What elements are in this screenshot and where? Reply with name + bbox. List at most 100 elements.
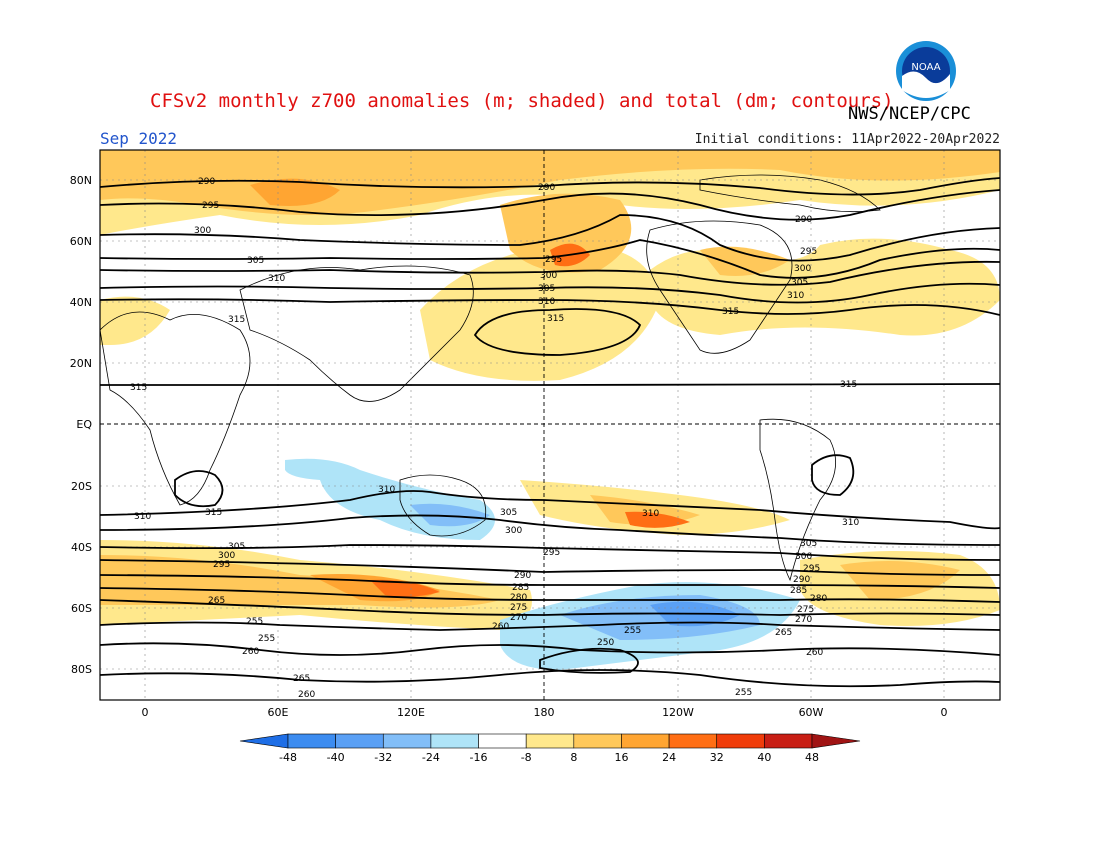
latitude-labels: 80N 60N 40N 20N EQ 20S 40S 60S 80S [70, 174, 93, 676]
contour-label-315-f: 315 [205, 508, 222, 518]
contour-label-295-e: 295 [213, 560, 230, 570]
contour-label-255-d: 255 [735, 688, 752, 698]
contour-label-295-b: 295 [545, 255, 562, 265]
contour-label-255: 255 [246, 617, 263, 627]
noaa-logo-icon: NOAA [896, 41, 956, 101]
logo-text: NOAA [911, 62, 940, 73]
contour-label-260-b: 260 [242, 647, 259, 657]
contour-label-295-c: 295 [800, 247, 817, 257]
colorbar-segment [525, 733, 575, 749]
contour-label-275: 275 [510, 603, 527, 613]
colorbar-segment [430, 733, 479, 749]
colorbar-tick-label: 24 [662, 751, 676, 764]
colorbar: -48 -40 -32 -24 -16 -8 8 16 24 32 40 48 [239, 733, 861, 764]
contour-label-255-b: 255 [624, 626, 641, 636]
contour-label-290-e: 290 [793, 575, 810, 585]
contour-label-270: 270 [510, 613, 527, 623]
contour-label-310-g: 310 [842, 518, 859, 528]
colorbar-segment [811, 733, 861, 749]
lat-label: 20N [70, 357, 92, 370]
colorbar-segment [668, 733, 718, 749]
contour-label-305-e: 305 [228, 542, 245, 552]
contour-label-300-f: 300 [795, 552, 812, 562]
lon-label: 0 [142, 706, 149, 719]
lat-lon-grid [100, 150, 1000, 700]
contour-label-300-e: 300 [218, 551, 235, 561]
contour-label-295-f: 295 [803, 564, 820, 574]
colorbar-tick-label: 16 [614, 751, 628, 764]
contour-label-305-b: 305 [538, 284, 555, 294]
contour-label-285-b: 285 [790, 586, 807, 596]
contour-label-290-c: 290 [795, 215, 812, 225]
contour-label-305-d: 305 [500, 508, 517, 518]
lat-label: 60N [70, 235, 92, 248]
contour-label-310-b: 310 [538, 297, 555, 307]
contour-label-315-d: 315 [130, 383, 147, 393]
contour-label-290-d: 290 [514, 571, 531, 581]
lat-label: EQ [76, 418, 92, 431]
lat-label: 40S [71, 541, 92, 554]
contour-label-315-b: 315 [547, 314, 564, 324]
contour-label-310-f: 310 [642, 509, 659, 519]
map-frame [99, 149, 1001, 701]
colorbar-tick-label: -40 [327, 751, 345, 764]
contour-labels: 290 290 295 290 300 295 295 305 300 300 … [130, 177, 859, 700]
colorbar-tick-label: 48 [805, 751, 819, 764]
contour-label-290: 290 [198, 177, 215, 187]
contour-label-310-c: 310 [787, 291, 804, 301]
contour-label-300: 300 [194, 226, 211, 236]
colorbar-segment [287, 733, 336, 749]
contour-label-300-c: 300 [794, 264, 811, 274]
contour-label-275-b: 275 [797, 605, 814, 615]
colorbar-segment [478, 733, 527, 749]
contour-label-315-c: 315 [722, 307, 739, 317]
lat-label: 80N [70, 174, 92, 187]
contour-label-310-d: 310 [378, 485, 395, 495]
contour-label-305: 305 [247, 256, 264, 266]
colorbar-segment [764, 733, 813, 749]
colorbar-tick-label: -8 [521, 751, 532, 764]
lon-label: 180 [534, 706, 555, 719]
contour-label-265-c: 265 [293, 674, 310, 684]
colorbar-tick-label: 8 [570, 751, 577, 764]
contour-label-260-c: 260 [806, 648, 823, 658]
lon-label: 120W [662, 706, 694, 719]
contour-label-270-b: 270 [795, 615, 812, 625]
height-contours [100, 177, 1000, 688]
agency-label: NWS/NCEP/CPC [848, 104, 971, 124]
colorbar-segment [382, 733, 432, 749]
contour-label-300-b: 300 [540, 271, 557, 281]
lat-label: 80S [71, 663, 92, 676]
colorbar-tick-label: 32 [710, 751, 724, 764]
colorbar-segment [335, 733, 384, 749]
contour-label-285: 285 [512, 583, 529, 593]
contour-label-295: 295 [202, 201, 219, 211]
colorbar-segment [621, 733, 670, 749]
month-label: Sep 2022 [100, 129, 178, 148]
lon-label: 60W [799, 706, 824, 719]
colorbar-segment [573, 733, 622, 749]
contour-label-310: 310 [268, 274, 285, 284]
colorbar-segment [716, 733, 765, 749]
lon-label: 0 [941, 706, 948, 719]
contour-label-250: 250 [597, 638, 614, 648]
contour-label-255-c: 255 [258, 634, 275, 644]
contour-label-280: 280 [510, 593, 527, 603]
contour-label-315: 315 [228, 315, 245, 325]
contour-label-305-f: 305 [800, 539, 817, 549]
contour-label-265-b: 265 [775, 628, 792, 638]
contour-label-280-b: 280 [810, 594, 827, 604]
contour-label-305-c: 305 [791, 278, 808, 288]
contour-label-295-d: 295 [543, 548, 560, 558]
chart-title: CFSv2 monthly z700 anomalies (m; shaded)… [150, 90, 894, 112]
contour-label-260-d: 260 [298, 690, 315, 700]
colorbar-tick-label: 40 [757, 751, 771, 764]
contour-label-260: 260 [492, 622, 509, 632]
longitude-labels: 0 60E 120E 180 120W 60W 0 [142, 706, 948, 719]
lat-label: 60S [71, 602, 92, 615]
colorbar-tick-label: -48 [279, 751, 297, 764]
contour-label-265: 265 [208, 596, 225, 606]
initial-conditions-label: Initial conditions: 11Apr2022-20Apr2022 [694, 132, 1000, 147]
contour-label-315-e: 315 [840, 380, 857, 390]
